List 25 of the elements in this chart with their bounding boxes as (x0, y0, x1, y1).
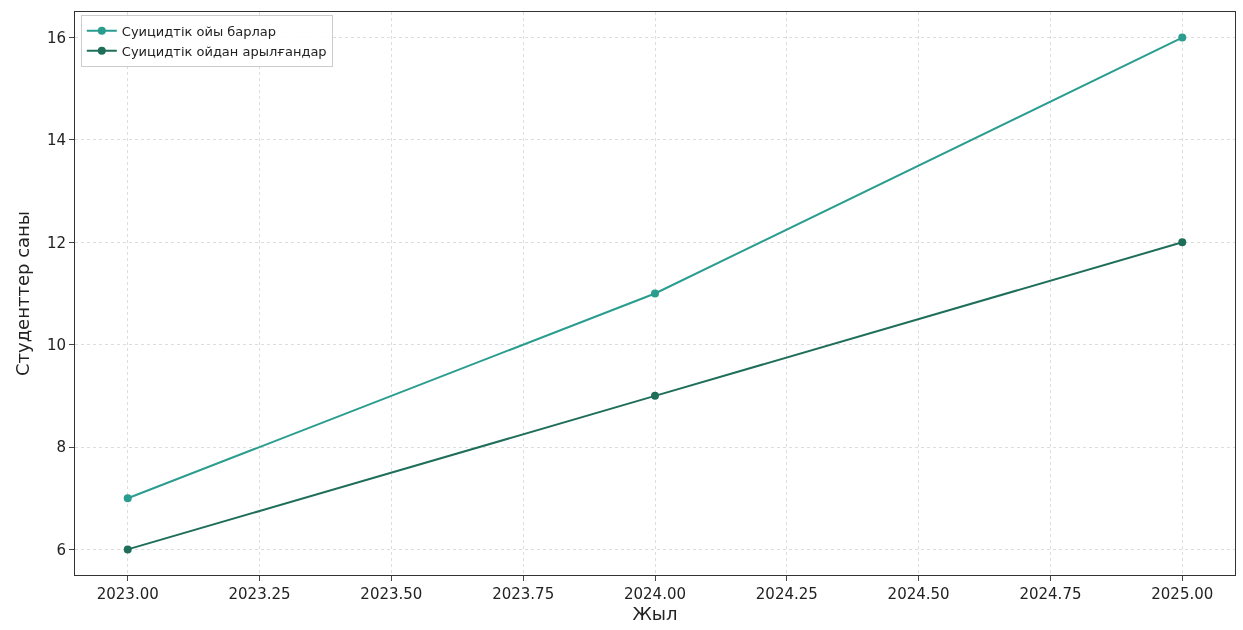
x-tick-label: 2024.25 (755, 585, 818, 603)
x-tick-label: 2024.50 (887, 585, 950, 603)
y-tick-label: 16 (46, 28, 66, 47)
y-axis-title: Студенттер саны (12, 210, 33, 377)
y-tick-label: 10 (46, 335, 66, 354)
x-tick-label: 2023.00 (96, 585, 159, 603)
y-tick-label: 6 (56, 540, 66, 559)
x-tick-label: 2023.50 (360, 585, 423, 603)
x-tick-label: 2023.25 (228, 585, 291, 603)
legend-label: Суицидтік ойдан арылғандар (121, 43, 327, 59)
point (651, 289, 659, 298)
x-tick-label: 2025.00 (1151, 585, 1214, 603)
x-tick-label: 2023.75 (492, 585, 555, 603)
x-tick-label: 2024.75 (1019, 585, 1082, 603)
point (1178, 33, 1187, 42)
point (123, 494, 132, 503)
x-axis-title: Жыл (632, 603, 678, 624)
point (123, 545, 132, 554)
x-tick-label: 2024.00 (623, 585, 687, 603)
y-tick-label: 8 (56, 438, 66, 457)
point (1178, 238, 1187, 247)
legend-label: Суицидтік ойы барлар (121, 23, 277, 39)
y-tick-label: 12 (46, 233, 66, 252)
y-tick-label: 14 (46, 131, 66, 150)
point (651, 391, 659, 400)
